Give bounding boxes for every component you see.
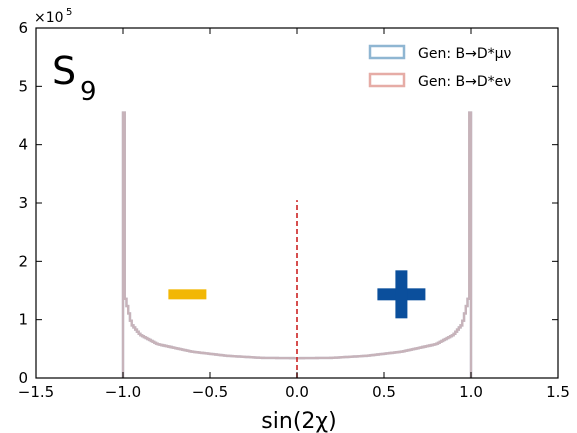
panel-label: S [52, 49, 76, 93]
y-tick-label-2: 2 [18, 252, 28, 270]
y-tick-label-0: 0 [18, 369, 28, 387]
plus-marker-vertical [395, 270, 408, 319]
x-tick-label-3: 0.0 [285, 383, 309, 401]
minus-marker [168, 289, 207, 300]
x-tick-label-1: −1.0 [105, 383, 141, 401]
legend-entry-mu: Gen: B→D*μν [418, 46, 512, 62]
y-tick-label-1: 1 [18, 311, 28, 329]
y-multiplier: ×10 [34, 10, 64, 26]
y-tick-label-5: 5 [18, 77, 28, 95]
y-tick-label-6: 6 [18, 19, 28, 37]
y-tick-label-4: 4 [18, 136, 28, 154]
x-tick-label-0: −1.5 [18, 383, 54, 401]
legend: Gen: B→D*μν Gen: B→D*eν [368, 44, 512, 90]
legend-swatch-e [368, 72, 406, 88]
legend-swatch-mu [368, 44, 406, 60]
plus-marker [377, 270, 426, 319]
x-tick-label-2: −0.5 [192, 383, 228, 401]
plot-content [121, 111, 473, 378]
legend-entry-e: Gen: B→D*eν [418, 74, 511, 90]
x-tick-label-6: 1.5 [546, 383, 570, 401]
y-multiplier-exponent: 5 [66, 7, 72, 18]
x-axis-label: sin(2χ) [261, 409, 336, 433]
x-tick-label-5: 1.0 [459, 383, 483, 401]
panel-label-subscript: 9 [80, 77, 97, 107]
ticks: −1.5 −1.0 −0.5 0.0 0.5 1.0 1.5 0 1 2 3 4 5 6 [18, 19, 570, 401]
y-tick-label-3: 3 [18, 194, 28, 212]
x-tick-label-4: 0.5 [372, 383, 396, 401]
